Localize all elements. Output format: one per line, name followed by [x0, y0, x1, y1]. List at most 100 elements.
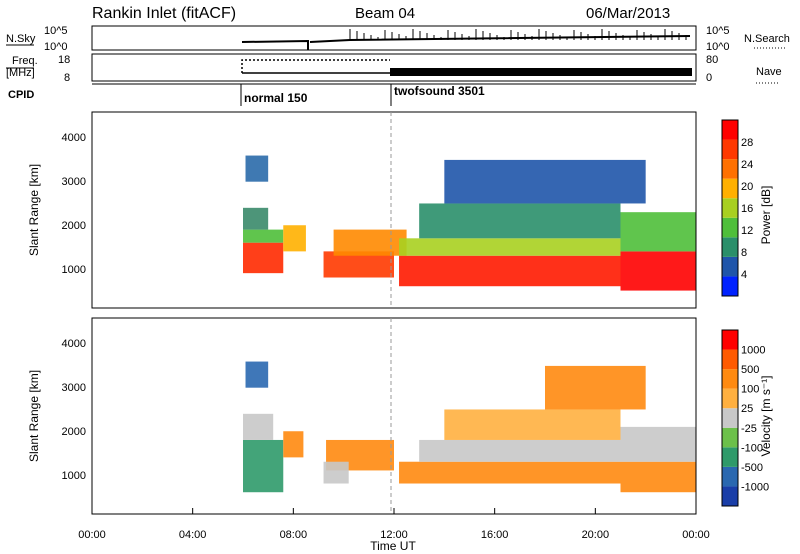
colorbar-level-label: -25 — [741, 423, 757, 435]
colorbar-segment — [722, 256, 738, 277]
freq-label-line1: Freq. — [12, 55, 38, 67]
date-title: 06/Mar/2013 — [586, 5, 670, 22]
power-colorbar-label: Power [dB] — [759, 186, 773, 245]
station-title: Rankin Inlet (fitACF) — [92, 5, 236, 22]
data-band — [283, 431, 304, 458]
colorbar-level-label: 20 — [741, 181, 753, 193]
data-band — [243, 439, 284, 493]
colorbar-level-label: 16 — [741, 203, 753, 215]
colorbar-segment — [722, 276, 738, 296]
colorbar-segment — [722, 198, 738, 218]
colorbar-segment — [722, 139, 738, 160]
colorbar-segment — [722, 447, 738, 467]
data-band — [620, 212, 696, 252]
power-panel: Slant Range [km] 4000 3000 2000 1000 282… — [27, 111, 773, 309]
freq-label-line2: [MHz] — [6, 67, 35, 79]
power-colorbar: 28 24 20 16 12 8 4 — [721, 119, 753, 297]
velocity-ytick-4000: 4000 — [62, 338, 86, 350]
colorbar-segment — [722, 486, 738, 506]
data-band — [245, 361, 269, 388]
nsky-strip: N.Sky 10^5 10^0 10^5 10^0 N.Search — [6, 25, 790, 53]
time-tick-label: 16:00 — [481, 529, 509, 541]
data-band — [245, 155, 269, 182]
colorbar-level-label: 25 — [741, 403, 753, 415]
colorbar-level-label: -100 — [741, 442, 763, 454]
time-axis-ticks: 00:00 04:00 08:00 12:00 16:00 20:00 00:00 — [78, 508, 710, 541]
data-band — [243, 229, 284, 243]
nave-label: Nave — [756, 66, 782, 78]
freq-tick-top: 18 — [58, 54, 70, 66]
velocity-data-bands — [243, 361, 696, 493]
data-band — [399, 238, 621, 256]
data-band — [620, 251, 696, 291]
beam-title: Beam 04 — [355, 5, 415, 22]
time-tick-label: 04:00 — [179, 529, 207, 541]
time-tick-label: 20:00 — [582, 529, 610, 541]
power-ytick-3000: 3000 — [62, 176, 86, 188]
power-data-bands — [243, 155, 696, 291]
colorbar-segment — [722, 237, 738, 257]
cpid-label: CPID — [8, 89, 34, 101]
data-band — [419, 439, 621, 462]
data-band — [243, 242, 284, 274]
velocity-ytick-2000: 2000 — [62, 426, 86, 438]
colorbar-frame — [721, 119, 739, 297]
colorbar-level-label: 500 — [741, 364, 759, 376]
nsky-label: N.Sky — [6, 33, 36, 45]
velocity-panel: Slant Range [km] 4000 3000 2000 1000 100… — [27, 317, 773, 515]
nsky-right-tick-top: 10^5 — [706, 25, 730, 37]
data-band — [243, 207, 269, 230]
colorbar-segment — [722, 330, 738, 350]
colorbar-level-label: 1000 — [741, 345, 765, 357]
colorbar-level-label: 24 — [741, 159, 753, 171]
data-band — [283, 225, 306, 252]
data-band — [620, 461, 696, 493]
velocity-ytick-1000: 1000 — [62, 470, 86, 482]
data-band — [444, 159, 646, 204]
data-band — [545, 365, 646, 410]
colorbar-segment — [722, 120, 738, 140]
colorbar-level-label: 12 — [741, 225, 753, 237]
velocity-ytick-3000: 3000 — [62, 382, 86, 394]
colorbar-level-label: -1000 — [741, 481, 769, 493]
data-band — [243, 413, 274, 440]
time-tick-label: 00:00 — [78, 529, 106, 541]
colorbar-level-label: -500 — [741, 462, 763, 474]
power-ytick-2000: 2000 — [62, 220, 86, 232]
power-ylabel: Slant Range [km] — [27, 164, 41, 256]
data-band — [333, 229, 407, 256]
nave-fill-block — [390, 68, 692, 76]
colorbar-segment — [722, 349, 738, 370]
data-band — [399, 255, 621, 287]
nsky-tick-top: 10^5 — [44, 25, 68, 37]
time-axis-label: Time UT — [370, 539, 416, 553]
nave-tick-bottom: 0 — [706, 72, 712, 84]
colorbar-segment — [722, 408, 738, 428]
data-band — [620, 426, 696, 462]
nsky-spikes — [349, 29, 687, 40]
nsky-right-tick-bottom: 10^0 — [706, 41, 730, 53]
data-band — [419, 203, 621, 239]
nave-tick-top: 80 — [706, 54, 718, 66]
colorbar-segment — [722, 427, 738, 448]
colorbar-segment — [722, 388, 738, 409]
cpid-normal-label: normal 150 — [244, 91, 308, 105]
freq-strip: Freq. [MHz] 18 8 80 0 Nave — [6, 53, 782, 84]
freq-dotted-trace — [241, 59, 390, 73]
power-ytick-4000: 4000 — [62, 132, 86, 144]
nsky-tick-bottom: 10^0 — [44, 41, 68, 53]
velocity-colorbar: 1000 500 100 25 -25 -100 -500 -1000 — [721, 329, 769, 507]
colorbar-segment — [722, 217, 738, 238]
colorbar-segment — [722, 369, 738, 389]
data-band — [444, 409, 621, 440]
power-ytick-1000: 1000 — [62, 264, 86, 276]
cpid-twofsound-label: twofsound 3501 — [394, 84, 485, 98]
colorbar-level-label: 8 — [741, 247, 747, 259]
data-band — [323, 461, 349, 484]
cpid-row: CPID normal 150 twofsound 3501 — [8, 83, 696, 106]
colorbar-level-label: 100 — [741, 384, 759, 396]
colorbar-segment — [722, 159, 738, 179]
colorbar-segment — [722, 466, 738, 487]
data-band — [399, 461, 621, 484]
